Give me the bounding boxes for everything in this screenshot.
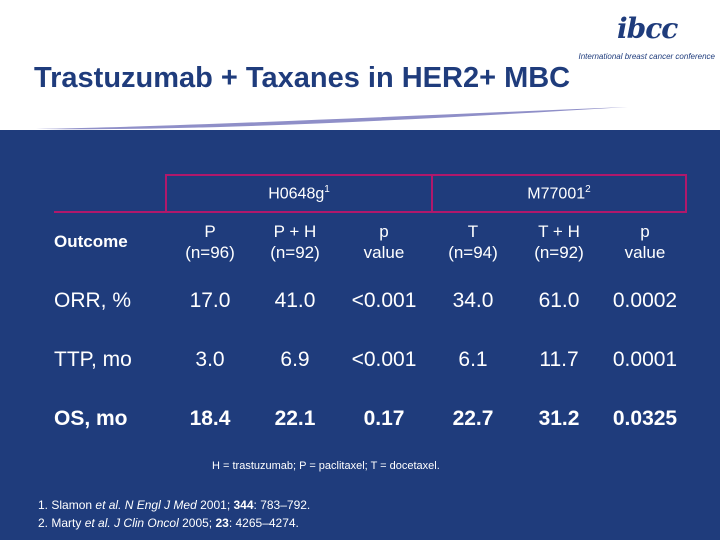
logo-mark: ibcc	[617, 12, 678, 45]
group-header-h0648g: H0648g1	[165, 174, 433, 213]
table-cell: <0.001	[351, 288, 417, 312]
table-cell: 0.0001	[612, 347, 678, 371]
table-cell: 41.0	[274, 288, 316, 312]
table-cell: 0.0325	[612, 406, 678, 430]
table-cell: 18.4	[189, 406, 231, 430]
reference-1: 1. Slamon et al. N Engl J Med 2001; 344:…	[38, 498, 311, 512]
slide-title: Trastuzumab + Taxanes in HER2+ MBC	[34, 62, 571, 94]
table-row-ttp: TTP, mo 3.0 6.9 <0.001 6.1 11.7 0.0001	[54, 330, 686, 389]
group-header-m77001: M770012	[431, 174, 687, 213]
table-cell: 6.9	[280, 347, 310, 371]
row-label: OS, mo	[54, 406, 128, 430]
references: 1. Slamon et al. N Engl J Med 2001; 344:…	[38, 496, 310, 532]
abbreviation-footnote: H = trastuzumab; P = paclitaxel; T = doc…	[212, 460, 440, 472]
table-cell: 11.7	[539, 347, 579, 371]
col-header-t-plus-h: T + H (n=92)	[534, 222, 584, 262]
row-label: TTP, mo	[54, 347, 132, 371]
col-header-p: P (n=96)	[185, 222, 235, 262]
table-cell: 0.0002	[612, 288, 678, 312]
col-header-p-value-1: p value	[363, 222, 405, 262]
col-header-p-value-2: p value	[624, 222, 666, 262]
table-row-os: OS, mo 18.4 22.1 0.17 22.7 31.2 0.0325	[54, 389, 686, 448]
table-cell: <0.001	[351, 347, 417, 371]
col-header-p-plus-h: P + H (n=92)	[270, 222, 320, 262]
table-cell: 31.2	[538, 406, 580, 430]
table-cell: 0.17	[363, 406, 405, 430]
table-cell: 22.7	[452, 406, 494, 430]
table-cell: 17.0	[189, 288, 231, 312]
table-cell: 61.0	[538, 288, 580, 312]
col-header-t: T (n=94)	[448, 222, 498, 262]
reference-2: 2. Marty et al. J Clin Oncol 2005; 23: 4…	[38, 516, 299, 530]
ibcc-logo: ibcc International breast cancer confere…	[555, 12, 715, 72]
logo-subtitle: International breast cancer conference	[578, 52, 715, 61]
table-cell: 6.1	[458, 347, 488, 371]
group-header-row: H0648g1 M770012	[54, 174, 687, 213]
results-table: H0648g1 M770012 Outcome P (n=96) P + H (n=…	[54, 174, 687, 448]
column-header-row: Outcome P (n=96) P + H (n=92) p value T (n=9…	[54, 212, 686, 271]
group-blank-cell	[54, 175, 167, 213]
slide-header: Trastuzumab + Taxanes in HER2+ MBC ibcc …	[0, 0, 720, 130]
table-cell: 22.1	[274, 406, 316, 430]
table-row-orr: ORR, % 17.0 41.0 <0.001 34.0 61.0 0.0002	[54, 271, 686, 330]
table-cell: 3.0	[195, 347, 225, 371]
title-underline-swoosh	[36, 107, 628, 130]
table-cell: 34.0	[452, 288, 494, 312]
outcome-header: Outcome	[54, 232, 128, 251]
row-label: ORR, %	[54, 288, 132, 312]
